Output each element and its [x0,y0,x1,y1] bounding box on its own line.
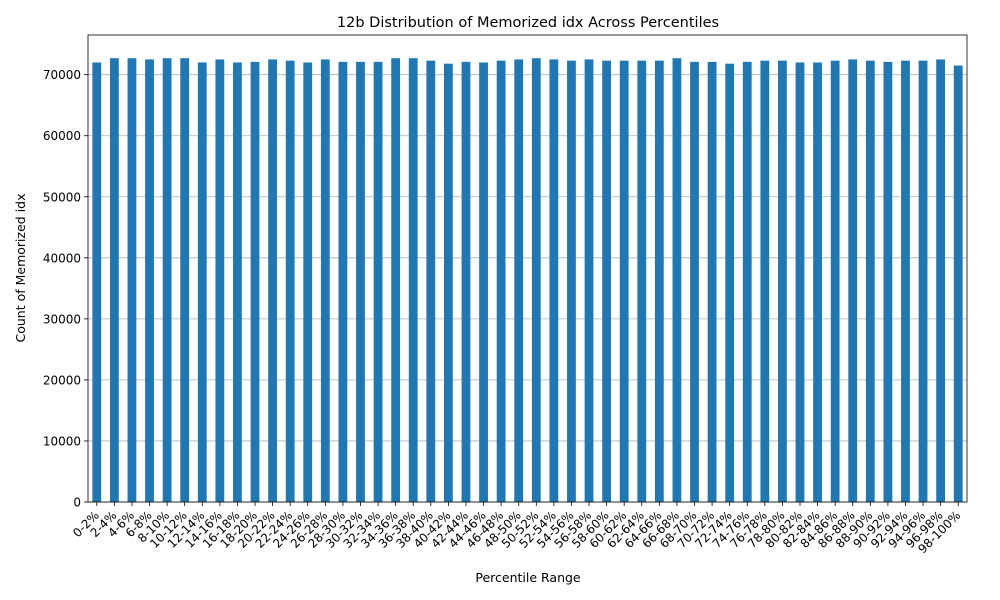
bar [338,61,348,502]
bar [443,63,453,503]
bar [567,60,576,502]
bar [725,63,735,503]
bar [496,60,506,502]
bar [795,62,805,503]
bar [742,61,752,502]
bar [848,59,858,502]
bar [901,60,910,502]
bar [92,62,102,503]
x-axis-label: Percentile Range [475,570,581,585]
bar [127,58,137,502]
bar [531,58,541,502]
bar [426,60,436,502]
bar [303,62,313,503]
bar [215,59,225,502]
bar [268,59,277,502]
bar [953,65,963,502]
bar [549,59,559,502]
bar [197,62,207,503]
y-tick-label: 60000 [43,129,81,143]
y-tick-label: 0 [73,496,81,510]
bar [690,61,699,502]
bar [707,61,717,502]
bar [162,58,172,502]
bar [602,60,612,502]
plot-frame [87,34,968,503]
bar [584,59,594,502]
bar [145,59,154,502]
bar [813,62,822,503]
y-tick-label: 30000 [43,312,81,326]
bar [918,60,928,502]
bar [391,58,401,502]
bar [830,60,840,502]
bar [672,58,682,502]
y-tick-label: 50000 [43,190,81,204]
bar [883,61,893,502]
bar [408,58,418,502]
y-tick-label: 10000 [43,434,81,448]
bars [92,58,963,503]
chart-title: 12b Distribution of Memorized idx Across… [337,15,719,31]
bar [373,61,383,502]
bar [109,58,119,502]
y-tick-label: 20000 [43,373,81,387]
bar [356,61,365,502]
bar [936,59,946,502]
y-axis-label: Count of Memorized idx [13,194,28,343]
axes [87,34,968,503]
bar [233,62,242,503]
ticks: 0100002000030000400005000060000700000-2%… [43,68,964,556]
bar [285,60,295,502]
y-tick-label: 40000 [43,251,81,265]
bar [250,61,260,502]
bar [760,60,770,502]
bar [778,60,787,502]
bar [865,60,875,502]
bar [514,59,524,502]
bar [619,60,629,502]
bar [654,60,664,502]
bar [320,59,330,502]
bar [479,62,488,503]
bar [461,61,471,502]
bar [637,60,647,502]
y-tick-label: 70000 [43,68,81,82]
bar [180,58,190,502]
